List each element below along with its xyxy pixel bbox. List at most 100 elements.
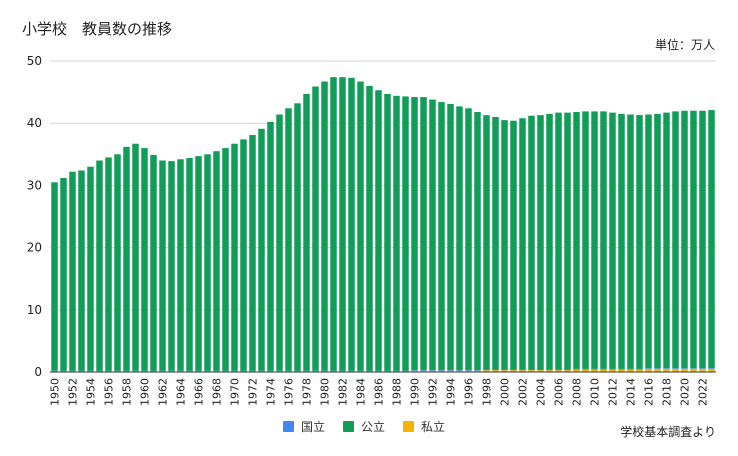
bar-1969-国立 <box>222 370 229 372</box>
bar-2014-国立 <box>627 368 634 370</box>
bar-2002-公立 <box>519 118 526 370</box>
bar-2001-公立 <box>510 120 517 370</box>
x-axis-ticks: 1950 1952 1954 1956 1958 1960 1962 1964 1966 1968… <box>49 378 710 406</box>
bar-2003-公立 <box>528 115 535 370</box>
x-tick-label: 1988 <box>391 378 404 406</box>
bar-1956-公立 <box>105 157 112 371</box>
x-tick-label: 1998 <box>481 378 494 406</box>
bar-2017-私立 <box>654 368 661 372</box>
bar-1977-公立 <box>294 103 301 371</box>
bar-1997-国立 <box>474 370 481 371</box>
bar-1996-公立 <box>465 108 472 371</box>
legend-swatch-国立 <box>283 421 294 432</box>
bar-2000-国立 <box>501 369 508 371</box>
bar-1955-公立 <box>96 160 103 371</box>
x-tick-label: 2002 <box>517 378 530 406</box>
bar-2000-私立 <box>501 370 508 372</box>
bar-2013-私立 <box>618 369 625 372</box>
chart-title: 小学校 教員数の推移 <box>22 20 172 38</box>
y-tick-label: 0 <box>34 365 42 379</box>
bar-1975-国立 <box>276 370 283 372</box>
bar-2019-私立 <box>672 368 679 372</box>
bar-1979-公立 <box>312 86 319 371</box>
bar-1955-国立 <box>96 370 103 372</box>
bar-2001-私立 <box>510 370 517 372</box>
bar-1976-国立 <box>285 370 292 372</box>
bar-2011-公立 <box>600 111 607 369</box>
bar-2023-私立 <box>708 368 715 372</box>
bar-1974-公立 <box>267 121 274 371</box>
bar-1996-国立 <box>465 370 472 371</box>
bars <box>51 77 715 372</box>
y-tick-label: 10 <box>27 303 42 317</box>
bar-2022-私立 <box>699 368 706 372</box>
bar-1951-公立 <box>60 177 67 371</box>
bar-1998-公立 <box>483 115 490 370</box>
bar-2001-国立 <box>510 369 517 371</box>
bar-2018-私立 <box>663 368 670 372</box>
bar-1988-公立 <box>393 95 400 371</box>
bar-1984-公立 <box>357 81 364 371</box>
bar-1966-公立 <box>195 156 202 371</box>
bar-1995-私立 <box>456 370 463 372</box>
bar-2011-国立 <box>600 368 607 370</box>
y-axis-ticks: 0 10 20 30 40 50 <box>27 54 42 379</box>
bar-1991-国立 <box>420 370 427 371</box>
bar-1975-公立 <box>276 114 283 371</box>
bar-1993-国立 <box>438 370 445 371</box>
x-tick-label: 1962 <box>157 378 170 406</box>
bar-2005-私立 <box>546 370 553 372</box>
bar-1970-公立 <box>231 143 238 371</box>
bar-1952-国立 <box>69 370 76 372</box>
x-tick-label: 1972 <box>247 378 260 406</box>
bar-2003-私立 <box>528 370 535 372</box>
bar-1960-国立 <box>141 370 148 372</box>
bar-1954-国立 <box>87 370 94 372</box>
x-tick-label: 2014 <box>625 378 638 406</box>
bar-2011-私立 <box>600 369 607 372</box>
bar-1979-国立 <box>312 370 319 372</box>
bar-2012-国立 <box>609 368 616 370</box>
bar-2004-国立 <box>537 369 544 371</box>
bar-1972-国立 <box>249 370 256 372</box>
x-tick-label: 1986 <box>373 378 386 406</box>
bar-2007-国立 <box>564 369 571 371</box>
bar-1996-私立 <box>465 370 472 372</box>
bar-1963-国立 <box>168 370 175 372</box>
bar-1986-公立 <box>375 90 382 371</box>
x-tick-label: 1974 <box>265 378 278 406</box>
bar-2009-国立 <box>582 368 589 370</box>
x-tick-label: 1982 <box>337 378 350 406</box>
bar-1965-国立 <box>186 370 193 372</box>
bar-2021-私立 <box>690 368 697 372</box>
bar-2015-国立 <box>636 368 643 370</box>
x-tick-label: 2018 <box>661 378 674 406</box>
bar-1997-公立 <box>474 112 481 371</box>
bar-1971-国立 <box>240 370 247 372</box>
legend-label-国立: 国立 <box>301 419 325 434</box>
bar-1981-公立 <box>330 77 337 371</box>
bar-2003-国立 <box>528 369 535 371</box>
bar-2014-公立 <box>627 114 634 369</box>
x-tick-label: 1956 <box>103 378 116 406</box>
bar-2006-国立 <box>555 369 562 371</box>
bar-1998-国立 <box>483 369 490 371</box>
bar-2004-公立 <box>537 115 544 370</box>
bar-1951-国立 <box>60 370 67 372</box>
bar-2023-国立 <box>708 368 715 369</box>
x-tick-label: 1978 <box>301 378 314 406</box>
bar-2010-公立 <box>591 111 598 369</box>
bar-1988-国立 <box>393 370 400 372</box>
unit-label: 単位：万人 <box>655 37 715 52</box>
legend-label-公立: 公立 <box>361 419 385 434</box>
bar-2012-公立 <box>609 112 616 369</box>
y-tick-label: 50 <box>27 54 42 68</box>
bar-2013-国立 <box>618 368 625 370</box>
x-tick-label: 1996 <box>463 378 476 406</box>
x-tick-label: 2016 <box>643 378 656 406</box>
bar-2017-公立 <box>654 113 661 369</box>
bar-1977-国立 <box>294 370 301 372</box>
bar-1984-国立 <box>357 370 364 372</box>
bar-2016-国立 <box>645 368 652 369</box>
